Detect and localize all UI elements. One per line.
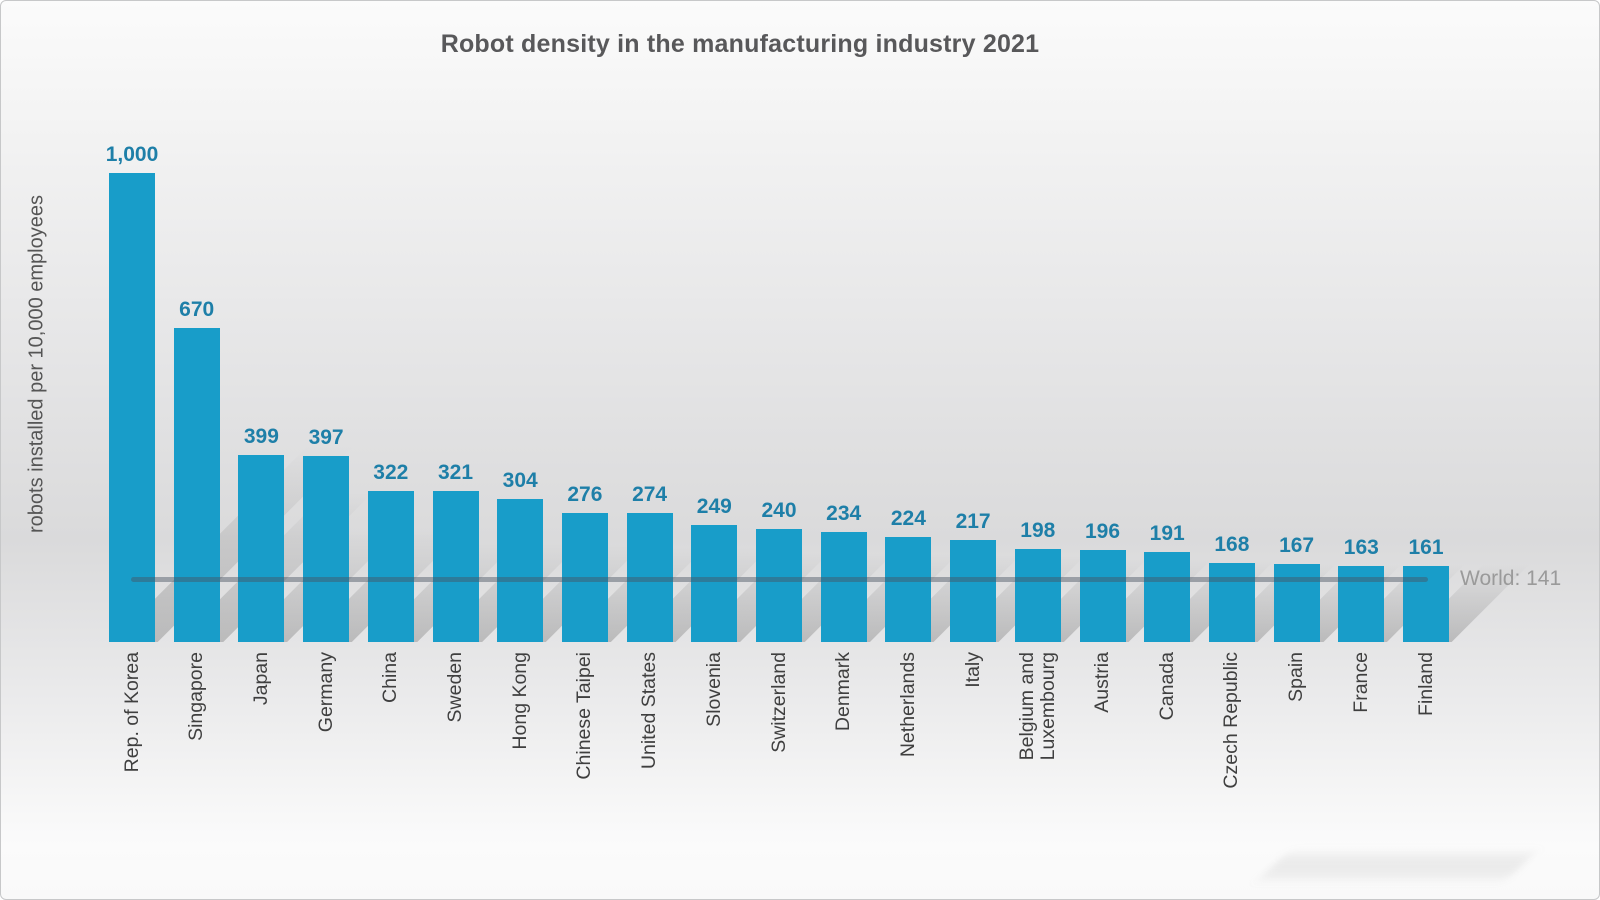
bar-value-france: 163 [1343, 535, 1379, 559]
bar-hong-kong [497, 499, 544, 642]
bar-denmark [820, 532, 867, 642]
bar-value-united-states: 274 [632, 483, 668, 507]
x-axis-label-china: China [379, 652, 402, 703]
bar-value-germany: 397 [308, 425, 344, 449]
world-reference-line [131, 577, 1428, 582]
world-reference-label: World: 141 [1460, 567, 1562, 590]
bar-value-belgium-and-luxembourg: 198 [1020, 519, 1056, 543]
x-axis-label-singapore: Singapore [185, 652, 208, 741]
bar-value-rep-of-korea: 1,000 [105, 143, 159, 166]
bar-value-spain: 167 [1279, 533, 1315, 557]
x-axis-label-belgium-and-luxembourg: Belgium and Luxembourg [1015, 652, 1059, 761]
x-axis-label-rep-of-korea: Rep. of Korea [120, 652, 143, 773]
chart-title: Robot density in the manufacturing indus… [440, 30, 1040, 58]
bar-finland [1403, 566, 1449, 642]
x-axis-label-switzerland: Switzerland [767, 652, 790, 753]
bar-sweden [432, 491, 479, 642]
x-axis-label-japan: Japan [249, 652, 272, 706]
bar-france [1338, 565, 1385, 642]
bar-value-sweden: 321 [437, 461, 474, 485]
x-axis-label-canada: Canada [1155, 652, 1178, 721]
bar-czech-republic [1208, 563, 1255, 642]
sheet-corner-shadow [1261, 854, 1533, 878]
bar-china [367, 490, 414, 642]
bar-value-singapore: 670 [179, 297, 215, 321]
x-axis-label-czech-republic: Czech Republic [1220, 652, 1243, 789]
x-axis-label-chinese-taipei: Chinese Taipei [573, 652, 596, 780]
x-axis-label-spain: Spain [1285, 652, 1308, 702]
bar-value-chinese-taipei: 276 [567, 482, 603, 506]
bar-singapore [173, 327, 220, 642]
bar-austria [1079, 550, 1126, 642]
bar-value-japan: 399 [243, 424, 279, 448]
x-axis-label-finland: Finland [1414, 652, 1437, 716]
bar-value-finland: 161 [1408, 536, 1444, 560]
x-axis-label-hong-kong: Hong Kong [508, 652, 531, 750]
bar-italy [950, 540, 997, 642]
bar-spain [1273, 563, 1320, 642]
x-axis-label-netherlands: Netherlands [896, 652, 919, 758]
bar-value-slovenia: 249 [696, 495, 732, 519]
bar-value-denmark: 234 [826, 502, 862, 526]
bar-value-italy: 217 [955, 510, 991, 534]
x-axis-label-denmark: Denmark [832, 652, 855, 732]
bar-chinese-taipei [561, 512, 608, 642]
bar-canada [1144, 552, 1191, 642]
x-axis-label-austria: Austria [1091, 652, 1113, 713]
bar-value-hong-kong: 304 [502, 469, 538, 493]
x-axis-label-slovenia: Slovenia [702, 652, 725, 727]
bar-japan [238, 454, 285, 642]
bar-value-netherlands: 224 [890, 506, 926, 530]
bar-value-canada: 191 [1149, 522, 1185, 546]
bar-rep-of-korea [109, 173, 155, 642]
bar-united-states [626, 513, 673, 642]
bar-value-china: 322 [373, 460, 409, 484]
x-axis-label-sweden: Sweden [444, 652, 466, 723]
bar-slovenia [691, 525, 738, 642]
x-axis-label-united-states: United States [638, 652, 661, 770]
bar-belgium-and-luxembourg [1014, 549, 1061, 642]
bar-value-austria: 196 [1084, 520, 1121, 544]
x-axis-label-germany: Germany [314, 652, 337, 733]
bar-germany [303, 455, 350, 642]
x-axis-label-italy: Italy [961, 652, 984, 688]
bar-netherlands [885, 536, 932, 642]
x-axis-label-france: France [1349, 652, 1372, 713]
bar-value-switzerland: 240 [761, 499, 797, 523]
bar-value-czech-republic: 168 [1214, 533, 1250, 557]
bar-switzerland [756, 529, 802, 642]
